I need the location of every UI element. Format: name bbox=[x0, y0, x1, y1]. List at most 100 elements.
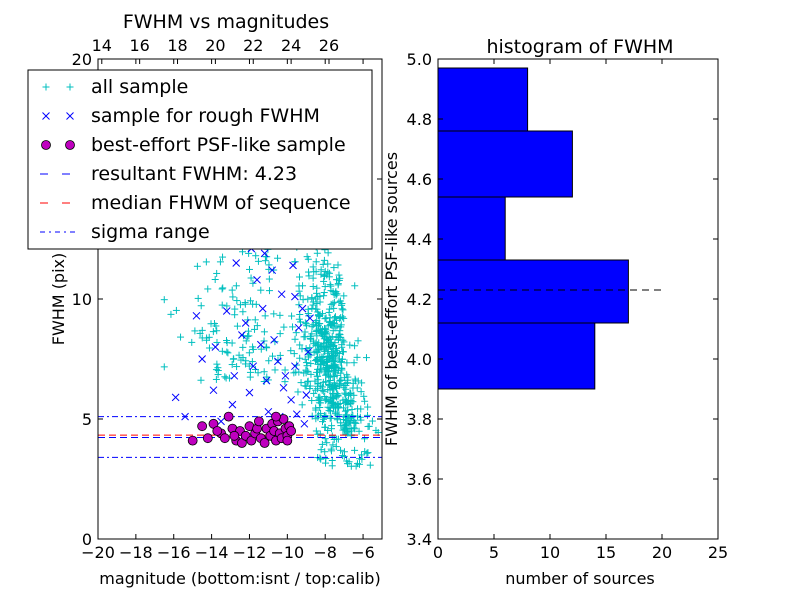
x-tick-label: −10 bbox=[270, 543, 304, 562]
rough-sample-point bbox=[238, 331, 246, 339]
hist-y-tick-label: 4.0 bbox=[407, 350, 432, 369]
rough-sample-point bbox=[294, 323, 303, 332]
best-sample-point bbox=[229, 430, 240, 441]
rough-sample-point bbox=[298, 304, 307, 313]
x-tick-label: −8 bbox=[313, 543, 337, 562]
rough-sample-point bbox=[249, 362, 258, 371]
x-tick-label: −6 bbox=[351, 543, 375, 562]
hist-y-tick-label: 4.8 bbox=[407, 110, 432, 129]
top-tick-label: 26 bbox=[319, 36, 339, 55]
legend-items: all sample sample for rough FWHM best-effo… bbox=[40, 76, 351, 243]
hist-y-tick-label: 3.4 bbox=[407, 530, 432, 549]
histogram-y-label: FWHM of best-effort PSF-like sources bbox=[382, 152, 401, 446]
hist-y-tick-label: 3.6 bbox=[407, 470, 432, 489]
legend-label: best-effort PSF-like sample bbox=[91, 134, 346, 156]
rough-sample-point bbox=[289, 261, 297, 270]
scatter-ticks: −20−18−16−14−12−10−8−6051015201416182022… bbox=[72, 36, 382, 562]
rough-sample-point bbox=[270, 335, 278, 344]
legend-marker-best bbox=[41, 140, 51, 150]
hist-x-tick-label: 5 bbox=[489, 543, 499, 562]
legend-label: all sample bbox=[91, 76, 188, 98]
legend: all sample sample for rough FWHM best-effo… bbox=[27, 69, 373, 250]
rough-sample-point bbox=[253, 275, 261, 284]
rough-sample-point bbox=[287, 395, 295, 404]
top-tick-label: 24 bbox=[281, 36, 301, 55]
rough-sample-point bbox=[281, 371, 290, 380]
rough-sample-point bbox=[262, 376, 271, 385]
y-tick-label: 5 bbox=[82, 410, 92, 429]
best-sample-point bbox=[219, 433, 230, 444]
rough-sample-point bbox=[211, 343, 220, 351]
rough-sample-point bbox=[230, 371, 239, 380]
rough-sample-point bbox=[217, 417, 225, 426]
rough-sample-point bbox=[232, 259, 241, 267]
hist-y-tick-label: 5.0 bbox=[407, 50, 432, 69]
best-sample-point bbox=[197, 421, 208, 432]
legend-label: resultant FWHM: 4.23 bbox=[91, 163, 297, 185]
hist-x-tick-label: 20 bbox=[652, 543, 672, 562]
y-tick-label: 20 bbox=[72, 50, 92, 69]
histogram-ticks: 0 5 10 15 20 25 3.4 3.6 3.8 4.0 4.2 4.4 4.6 4.8 5.0 bbox=[407, 50, 729, 562]
legend-marker-best bbox=[65, 140, 75, 150]
rough-sample-point bbox=[241, 319, 250, 327]
histogram-panel: 0 5 10 15 20 25 3.4 3.6 3.8 4.0 4.2 4.4 4.6 4.8 5.0 hi… bbox=[382, 36, 728, 588]
rough-sample-point bbox=[222, 307, 231, 315]
x-tick-label: −20 bbox=[81, 543, 115, 562]
rough-sample-point bbox=[268, 266, 277, 275]
legend-marker-rough bbox=[66, 112, 74, 120]
legend-label: median FHWM of sequence bbox=[91, 192, 351, 214]
legend-box bbox=[27, 69, 373, 250]
rough-sample-point bbox=[304, 347, 313, 356]
top-tick-label: 18 bbox=[167, 36, 187, 55]
hist-y-tick-label: 3.8 bbox=[407, 410, 432, 429]
rough-sample-point bbox=[264, 407, 273, 416]
top-tick-label: 16 bbox=[129, 36, 149, 55]
histogram-title: histogram of FWHM bbox=[486, 36, 673, 58]
histogram-x-label: number of sources bbox=[505, 569, 655, 588]
histogram-data-layer bbox=[437, 67, 662, 390]
best-sample-point bbox=[187, 435, 198, 446]
hist-y-tick-label: 4.6 bbox=[407, 170, 432, 189]
scatter-title: FWHM vs magnitudes bbox=[123, 11, 329, 33]
rough-sample-point bbox=[277, 290, 286, 299]
histogram-bar bbox=[437, 259, 629, 324]
top-tick-label: 20 bbox=[205, 36, 225, 55]
y-tick-label: 10 bbox=[72, 290, 92, 309]
top-tick-label: 22 bbox=[243, 36, 263, 55]
best-sample-point bbox=[259, 438, 270, 448]
histogram-bar bbox=[437, 196, 506, 261]
x-tick-label: −14 bbox=[195, 543, 229, 562]
x-tick-label: −16 bbox=[157, 543, 191, 562]
legend-label: sample for rough FWHM bbox=[91, 105, 320, 127]
rough-sample-point bbox=[245, 388, 254, 397]
rough-sample-point bbox=[256, 340, 265, 349]
y-tick-label: 0 bbox=[82, 530, 92, 549]
best-sample-point bbox=[212, 426, 223, 436]
best-sample-point bbox=[271, 411, 281, 422]
rough-sample-point bbox=[291, 292, 299, 301]
histogram-bar bbox=[437, 322, 596, 390]
rough-sample-point bbox=[300, 419, 309, 428]
best-sample-point bbox=[202, 433, 213, 444]
rough-sample-point bbox=[302, 391, 311, 399]
x-tick-label: −12 bbox=[233, 543, 267, 562]
rough-sample-point bbox=[192, 311, 201, 320]
scatter-x-label: magnitude (bottom:isnt / top:calib) bbox=[99, 569, 380, 588]
rough-sample-point bbox=[279, 383, 288, 392]
top-tick-label: 14 bbox=[92, 36, 112, 55]
rough-sample-point bbox=[198, 355, 206, 363]
best-sample-point bbox=[286, 426, 297, 436]
rough-sample-point bbox=[306, 314, 314, 323]
rough-sample-point bbox=[171, 393, 180, 402]
legend-marker-rough bbox=[42, 112, 50, 120]
hist-x-tick-label: 25 bbox=[708, 543, 728, 562]
rough-sample-point bbox=[291, 362, 299, 371]
rough-sample-point bbox=[209, 386, 218, 395]
hist-y-tick-label: 4.2 bbox=[407, 290, 432, 309]
histogram-bar bbox=[437, 130, 573, 198]
legend-label: sigma range bbox=[91, 221, 210, 243]
histogram-bar bbox=[437, 67, 529, 132]
rough-sample-point bbox=[274, 357, 282, 366]
rough-sample-point bbox=[260, 249, 269, 258]
